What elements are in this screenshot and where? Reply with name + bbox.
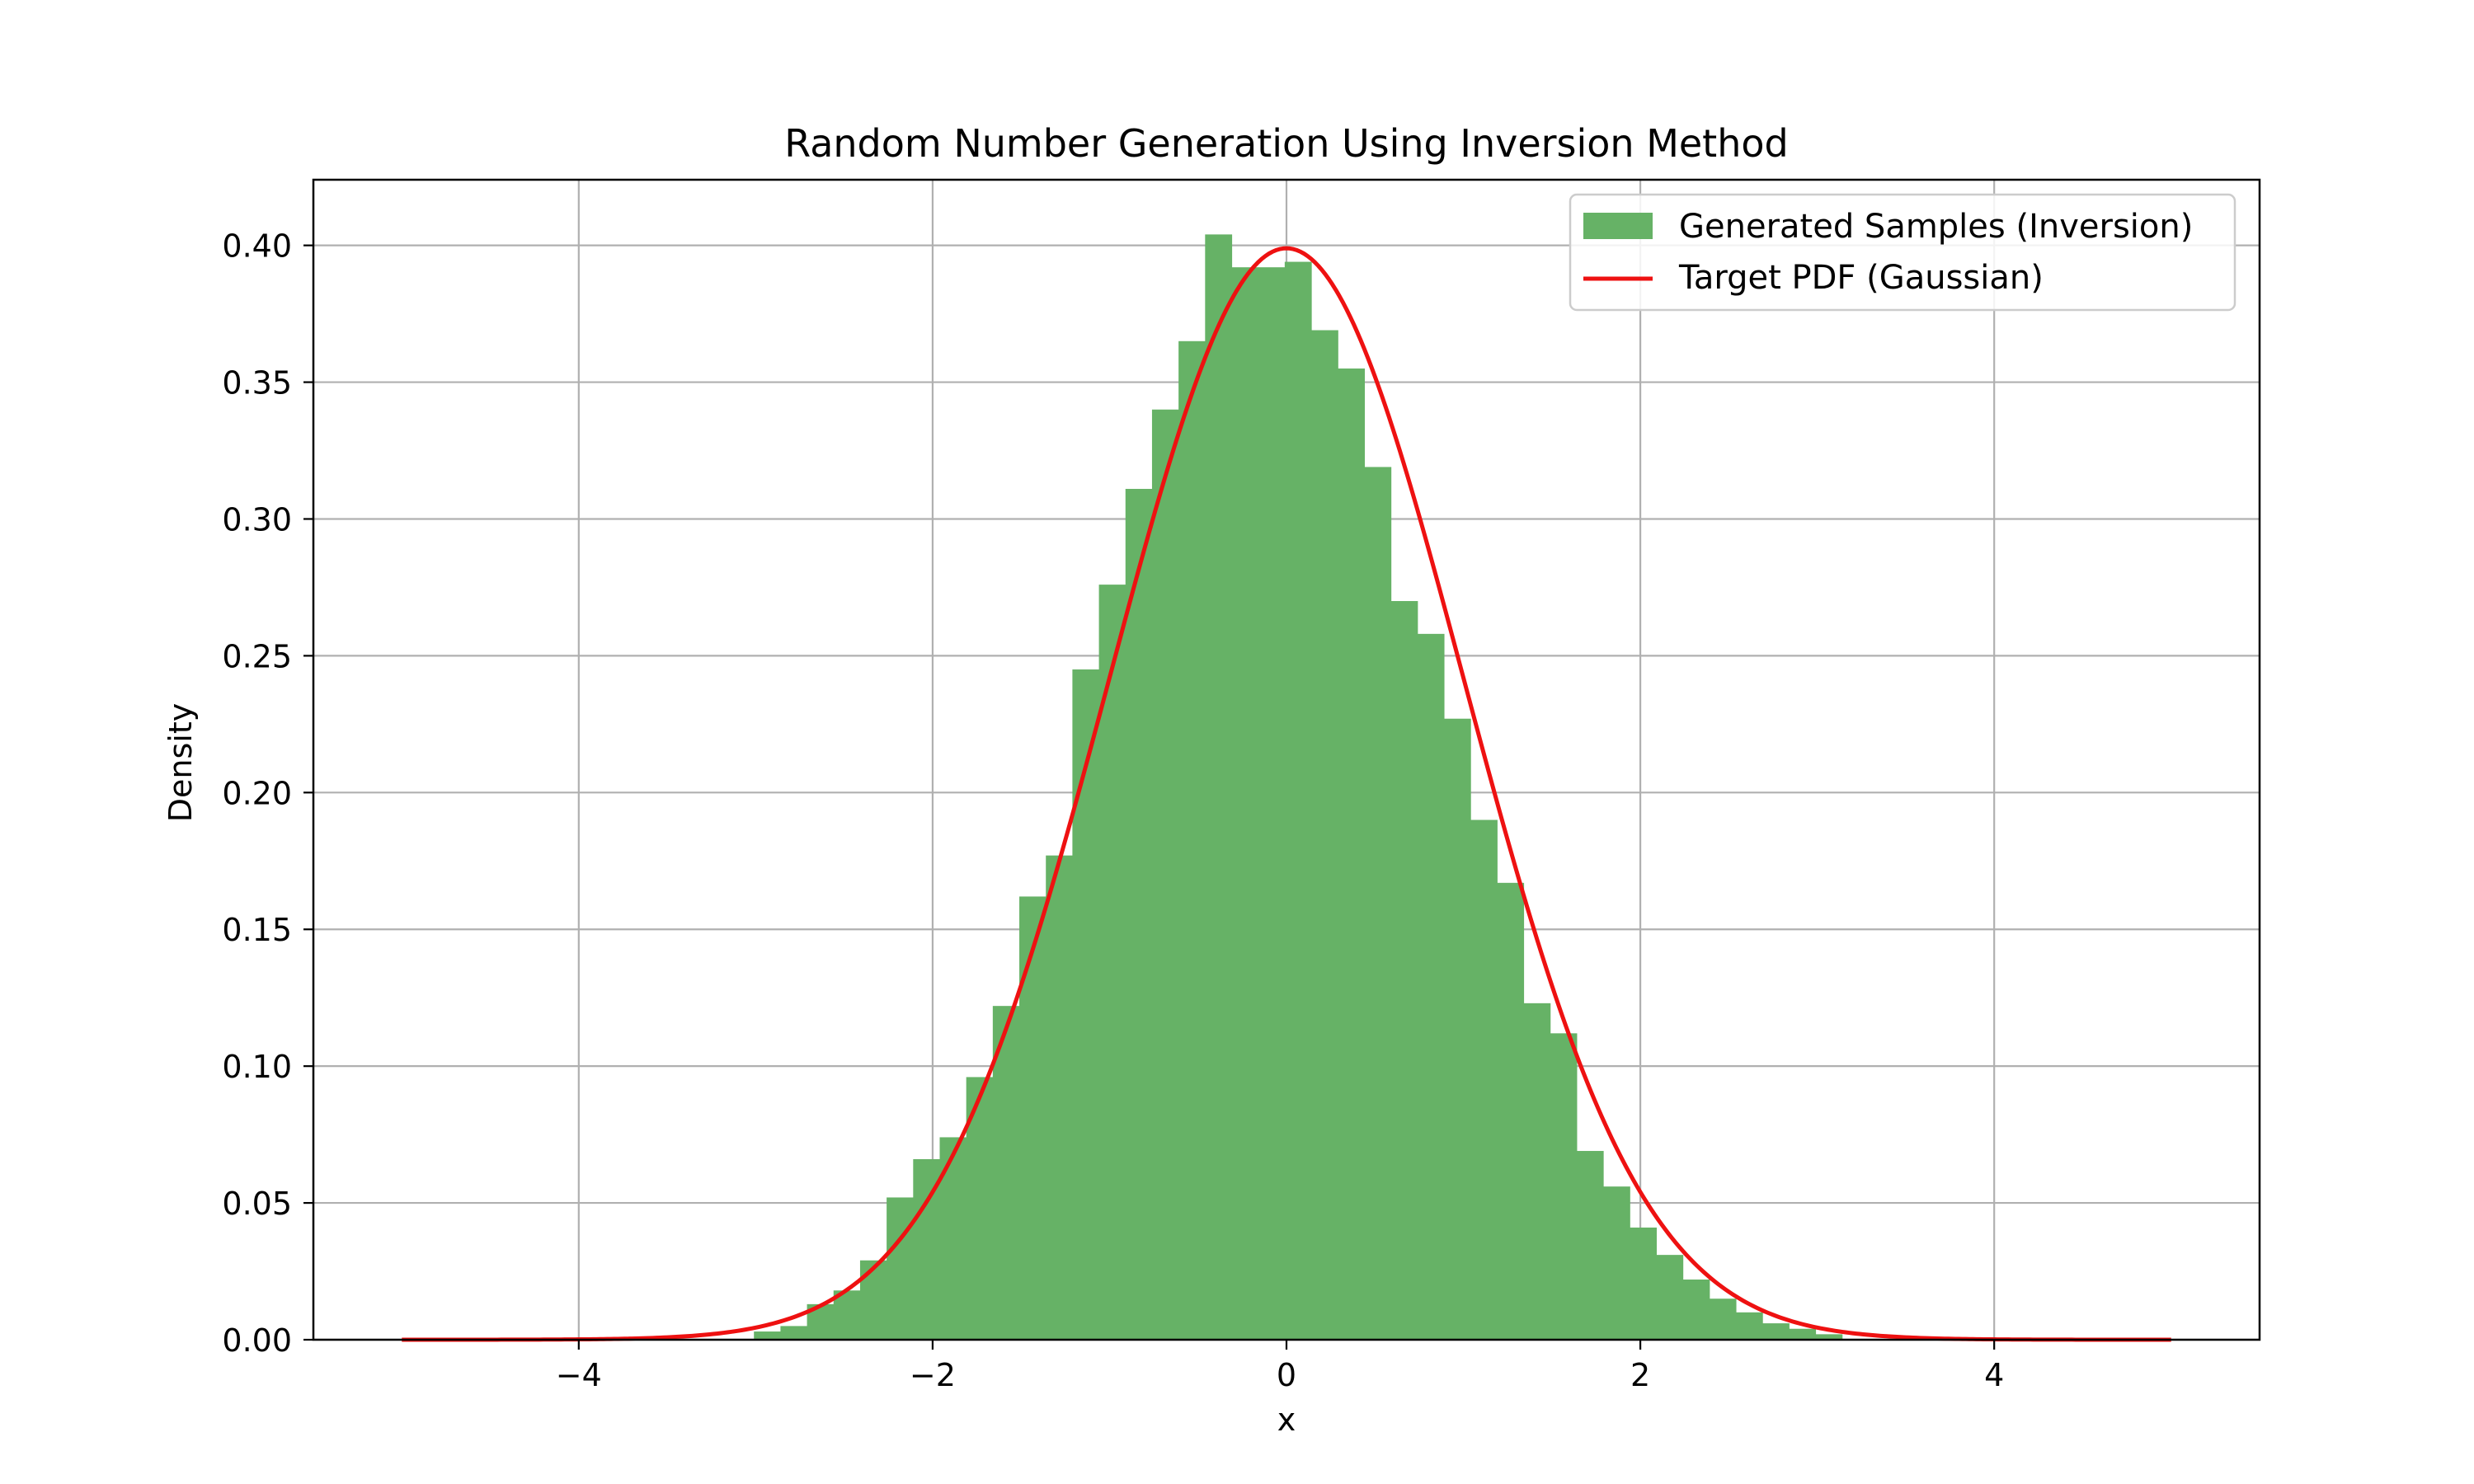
legend: Generated Samples (Inversion) Target PDF… — [1569, 193, 2236, 312]
x-axis-label: x — [1277, 1402, 1296, 1438]
histogram-bar — [1151, 409, 1179, 1341]
y-tick-label: 0.15 — [222, 912, 292, 948]
x-tick-label: −2 — [910, 1357, 956, 1393]
histogram-bar — [939, 1137, 967, 1340]
histogram-bar — [1470, 819, 1498, 1340]
histogram-bar — [887, 1197, 914, 1340]
legend-histogram-label: Generated Samples (Inversion) — [1679, 208, 2193, 246]
axis-ticks: −4 −2 0 2 4 0.00 0.05 0.10 0.15 0.20 0.25 0.30 0.35 0… — [222, 228, 2004, 1393]
histogram-bar — [1231, 267, 1259, 1340]
histogram-bar — [1046, 855, 1073, 1340]
y-tick-label: 0.35 — [222, 365, 292, 402]
y-axis-label: Density — [162, 703, 199, 822]
histogram-bar — [1311, 330, 1338, 1341]
histogram-bar — [1550, 1033, 1578, 1340]
chart-title: Random Number Generation Using Inversion… — [784, 121, 1788, 166]
histogram-bar — [992, 1006, 1020, 1340]
y-tick-label: 0.25 — [222, 638, 292, 674]
histogram-bar — [859, 1260, 887, 1340]
histogram-bars — [754, 234, 1843, 1341]
histogram-bar — [1443, 718, 1471, 1340]
histogram-bar — [1178, 340, 1206, 1340]
histogram-bar — [833, 1290, 861, 1340]
histogram-bar — [1364, 467, 1392, 1340]
histogram-bar — [1205, 234, 1233, 1340]
histogram-bar — [1098, 585, 1126, 1340]
y-tick-label: 0.05 — [222, 1186, 292, 1222]
histogram-bar — [1338, 368, 1365, 1340]
histogram-bar — [1019, 896, 1047, 1340]
histogram-bar — [1417, 633, 1445, 1340]
histogram-bar — [1656, 1255, 1684, 1340]
histogram-bar — [1523, 1003, 1551, 1340]
y-tick-label: 0.00 — [222, 1322, 292, 1359]
y-tick-label: 0.30 — [222, 501, 292, 538]
y-tick-label: 0.20 — [222, 775, 292, 811]
histogram-bar — [1735, 1312, 1763, 1340]
y-tick-label: 0.40 — [222, 228, 292, 265]
histogram-bar — [1789, 1328, 1817, 1340]
histogram-bar — [1603, 1186, 1630, 1340]
histogram-bar — [1258, 267, 1286, 1340]
x-tick-label: 0 — [1277, 1357, 1296, 1393]
y-tick-label: 0.10 — [222, 1049, 292, 1085]
legend-curve-label: Target PDF (Gaussian) — [1678, 259, 2044, 297]
legend-histogram-swatch — [1583, 213, 1653, 239]
histogram-bar — [1576, 1151, 1604, 1340]
histogram-bar — [1284, 261, 1312, 1340]
histogram-bar — [1630, 1227, 1657, 1340]
histogram-bar — [780, 1326, 808, 1340]
histogram-bar — [1815, 1334, 1843, 1340]
histogram-bar — [1125, 488, 1153, 1340]
histogram-bar — [1682, 1279, 1710, 1340]
histogram-bar — [1072, 669, 1100, 1340]
histogram-bar — [1709, 1298, 1737, 1340]
pdf-curve-layer — [402, 246, 2171, 1342]
x-tick-label: −4 — [556, 1357, 602, 1393]
pdf-curve — [402, 246, 2171, 1342]
x-tick-label: 2 — [1630, 1357, 1650, 1393]
histogram-bar — [1762, 1323, 1790, 1340]
histogram-bar — [1497, 882, 1525, 1340]
x-tick-label: 4 — [1984, 1357, 2004, 1393]
legend-box — [1569, 193, 2236, 312]
histogram-bar — [754, 1331, 781, 1340]
histogram-bar — [1390, 601, 1418, 1340]
